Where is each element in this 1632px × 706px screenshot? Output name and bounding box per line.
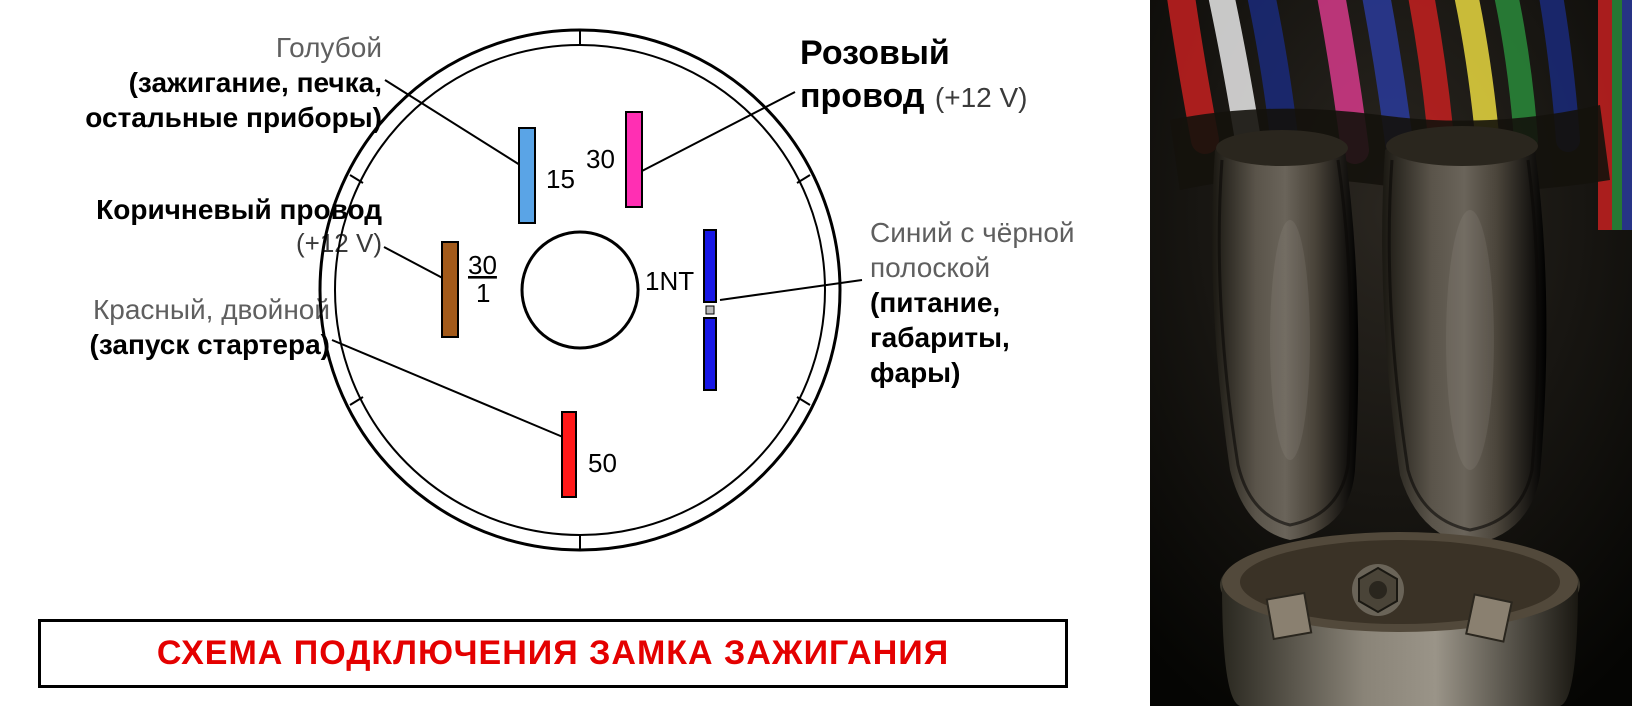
- red-line2: (запуск стартера): [30, 327, 330, 362]
- annotation-red: Красный, двойной (запуск стартера): [30, 292, 330, 362]
- stripe-line3: (питание,: [870, 285, 1075, 320]
- terminal-15-label: 15: [546, 164, 575, 194]
- ignition-diagram: 15 30 30 1 1NT 50: [310, 20, 850, 560]
- terminal-30-1-top: 30: [468, 250, 497, 280]
- terminal-1nt-label: 1NT: [645, 266, 694, 296]
- terminal-30-label: 30: [586, 144, 615, 174]
- title-box: СХЕМА ПОДКЛЮЧЕНИЯ ЗАМКА ЗАЖИГАНИЯ: [38, 619, 1068, 688]
- diagram-panel: Голубой (зажигание, печка, остальные при…: [0, 0, 1150, 706]
- stripe-line5: фары): [870, 355, 1075, 390]
- diagram-title: СХЕМА ПОДКЛЮЧЕНИЯ ЗАМКА ЗАЖИГАНИЯ: [157, 634, 949, 672]
- annotation-stripe: Синий с чёрной полоской (питание, габари…: [870, 215, 1075, 390]
- photo-panel: [1150, 0, 1632, 706]
- pink-extra: (+12 V): [935, 82, 1028, 113]
- stripe-line4: габариты,: [870, 320, 1075, 355]
- stripe-line1: Синий с чёрной: [870, 215, 1075, 250]
- red-line1: Красный, двойной: [30, 292, 330, 327]
- wire-photo: [1150, 0, 1632, 706]
- terminal-50-label: 50: [588, 448, 617, 478]
- stripe-line2: полоской: [870, 250, 1075, 285]
- connector-barrel: [1220, 532, 1580, 706]
- terminal-30-1-bottom: 1: [476, 278, 490, 308]
